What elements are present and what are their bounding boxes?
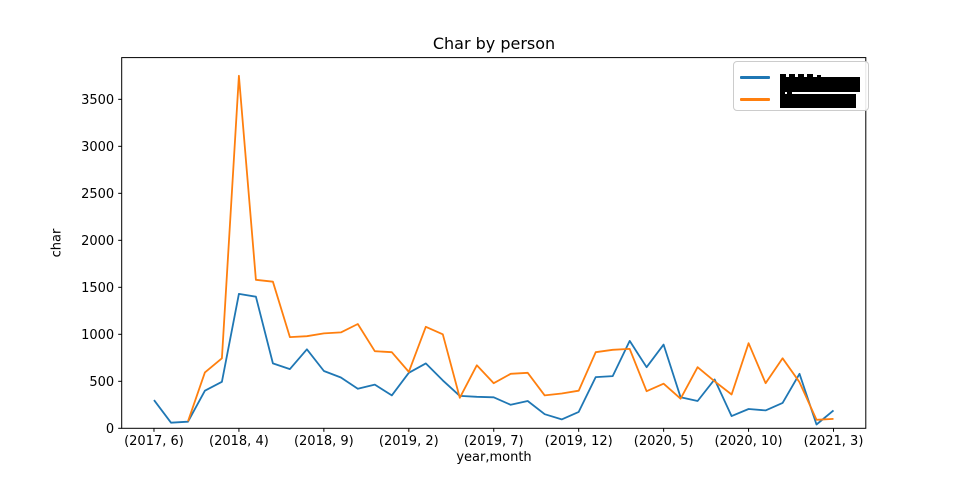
x-tick-label: (2020, 5) <box>634 434 694 449</box>
redacted-glyph-fragment <box>798 74 804 78</box>
redacted-glyph-fragment <box>807 74 813 78</box>
y-tick-label: 1000 <box>81 328 114 343</box>
x-tick-label: (2019, 2) <box>379 434 439 449</box>
x-tick-label: (2020, 10) <box>715 434 783 449</box>
y-tick-label: 500 <box>89 375 114 390</box>
x-tick-label: (2017, 6) <box>124 434 184 449</box>
redacted-glyph-fragment <box>789 74 795 78</box>
legend-entry-2 <box>734 90 868 110</box>
legend-line-sample-blue <box>740 76 770 79</box>
plot-border <box>121 57 867 429</box>
x-tick-label: (2018, 4) <box>209 434 269 449</box>
series-line-blue <box>153 292 835 426</box>
y-tick-label: 0 <box>106 422 114 437</box>
y-tick-label: 1500 <box>81 281 114 296</box>
y-tick-label: 2500 <box>81 187 114 202</box>
x-tick-label: (2019, 12) <box>545 434 613 449</box>
redacted-glyph-fragment <box>787 91 792 95</box>
x-axis-label: year,month <box>456 450 532 465</box>
series-line-orange <box>187 74 834 422</box>
legend-label-redaction-bar <box>780 77 860 92</box>
x-tick-label: (2019, 7) <box>464 434 524 449</box>
legend-entry-1 <box>734 68 868 92</box>
y-axis-label: char <box>49 228 65 258</box>
x-tick-label: (2021, 3) <box>804 434 864 449</box>
y-tick-label: 2000 <box>81 234 114 249</box>
y-tick-label: 3000 <box>81 140 114 155</box>
chart-title: Char by person <box>432 34 556 53</box>
legend-line-sample-orange <box>740 98 770 101</box>
y-tick-label: 3500 <box>81 93 114 108</box>
x-tick-label: (2018, 9) <box>294 434 354 449</box>
legend-box <box>733 61 869 111</box>
legend-label-redaction-bar <box>780 94 856 108</box>
redacted-glyph-fragment <box>780 74 786 78</box>
redacted-glyph-fragment <box>780 91 785 95</box>
